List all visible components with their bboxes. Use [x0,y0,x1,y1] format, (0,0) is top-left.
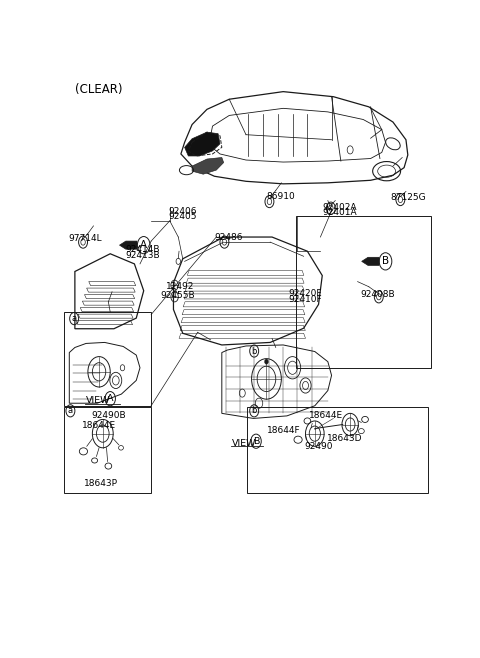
Text: 92408B: 92408B [360,290,395,299]
Text: 92406: 92406 [168,207,196,216]
Text: a: a [72,314,77,323]
Text: VIEW: VIEW [86,396,110,405]
Text: 92414B: 92414B [125,245,159,254]
Text: B: B [253,437,259,445]
Circle shape [264,359,268,365]
Text: 92455B: 92455B [160,291,195,300]
Text: 92401A: 92401A [322,208,357,217]
Text: 92490B: 92490B [92,411,126,420]
Text: 97714L: 97714L [68,234,102,243]
Text: 92420F: 92420F [289,290,322,298]
Text: a: a [68,407,73,415]
Text: 86910: 86910 [266,192,295,201]
Text: 18644F: 18644F [266,426,300,434]
Text: A: A [140,240,147,250]
Text: 92413B: 92413B [125,251,160,260]
Polygon shape [120,241,137,249]
Text: 92490: 92490 [304,442,333,451]
Text: 87125G: 87125G [390,193,426,202]
Text: b: b [252,407,257,415]
Bar [247,407,428,493]
Polygon shape [185,132,220,156]
Text: 18644E: 18644E [309,411,343,420]
Bar [296,216,431,368]
Text: A: A [107,394,113,403]
Text: B: B [382,257,389,266]
Text: VIEW: VIEW [232,439,257,447]
Bar [64,312,151,406]
Text: 92405: 92405 [168,213,196,221]
Text: 92410F: 92410F [289,295,323,304]
Text: (CLEAR): (CLEAR) [75,82,122,95]
Text: 18643P: 18643P [84,479,118,488]
Text: 92486: 92486 [215,234,243,243]
Polygon shape [362,257,379,265]
Polygon shape [192,157,224,174]
Text: 12492: 12492 [166,282,194,291]
Text: 18643D: 18643D [327,434,362,443]
Text: b: b [252,347,257,355]
Bar [64,407,151,493]
Text: 18644E: 18644E [82,421,116,430]
Text: 92402A: 92402A [322,203,357,212]
